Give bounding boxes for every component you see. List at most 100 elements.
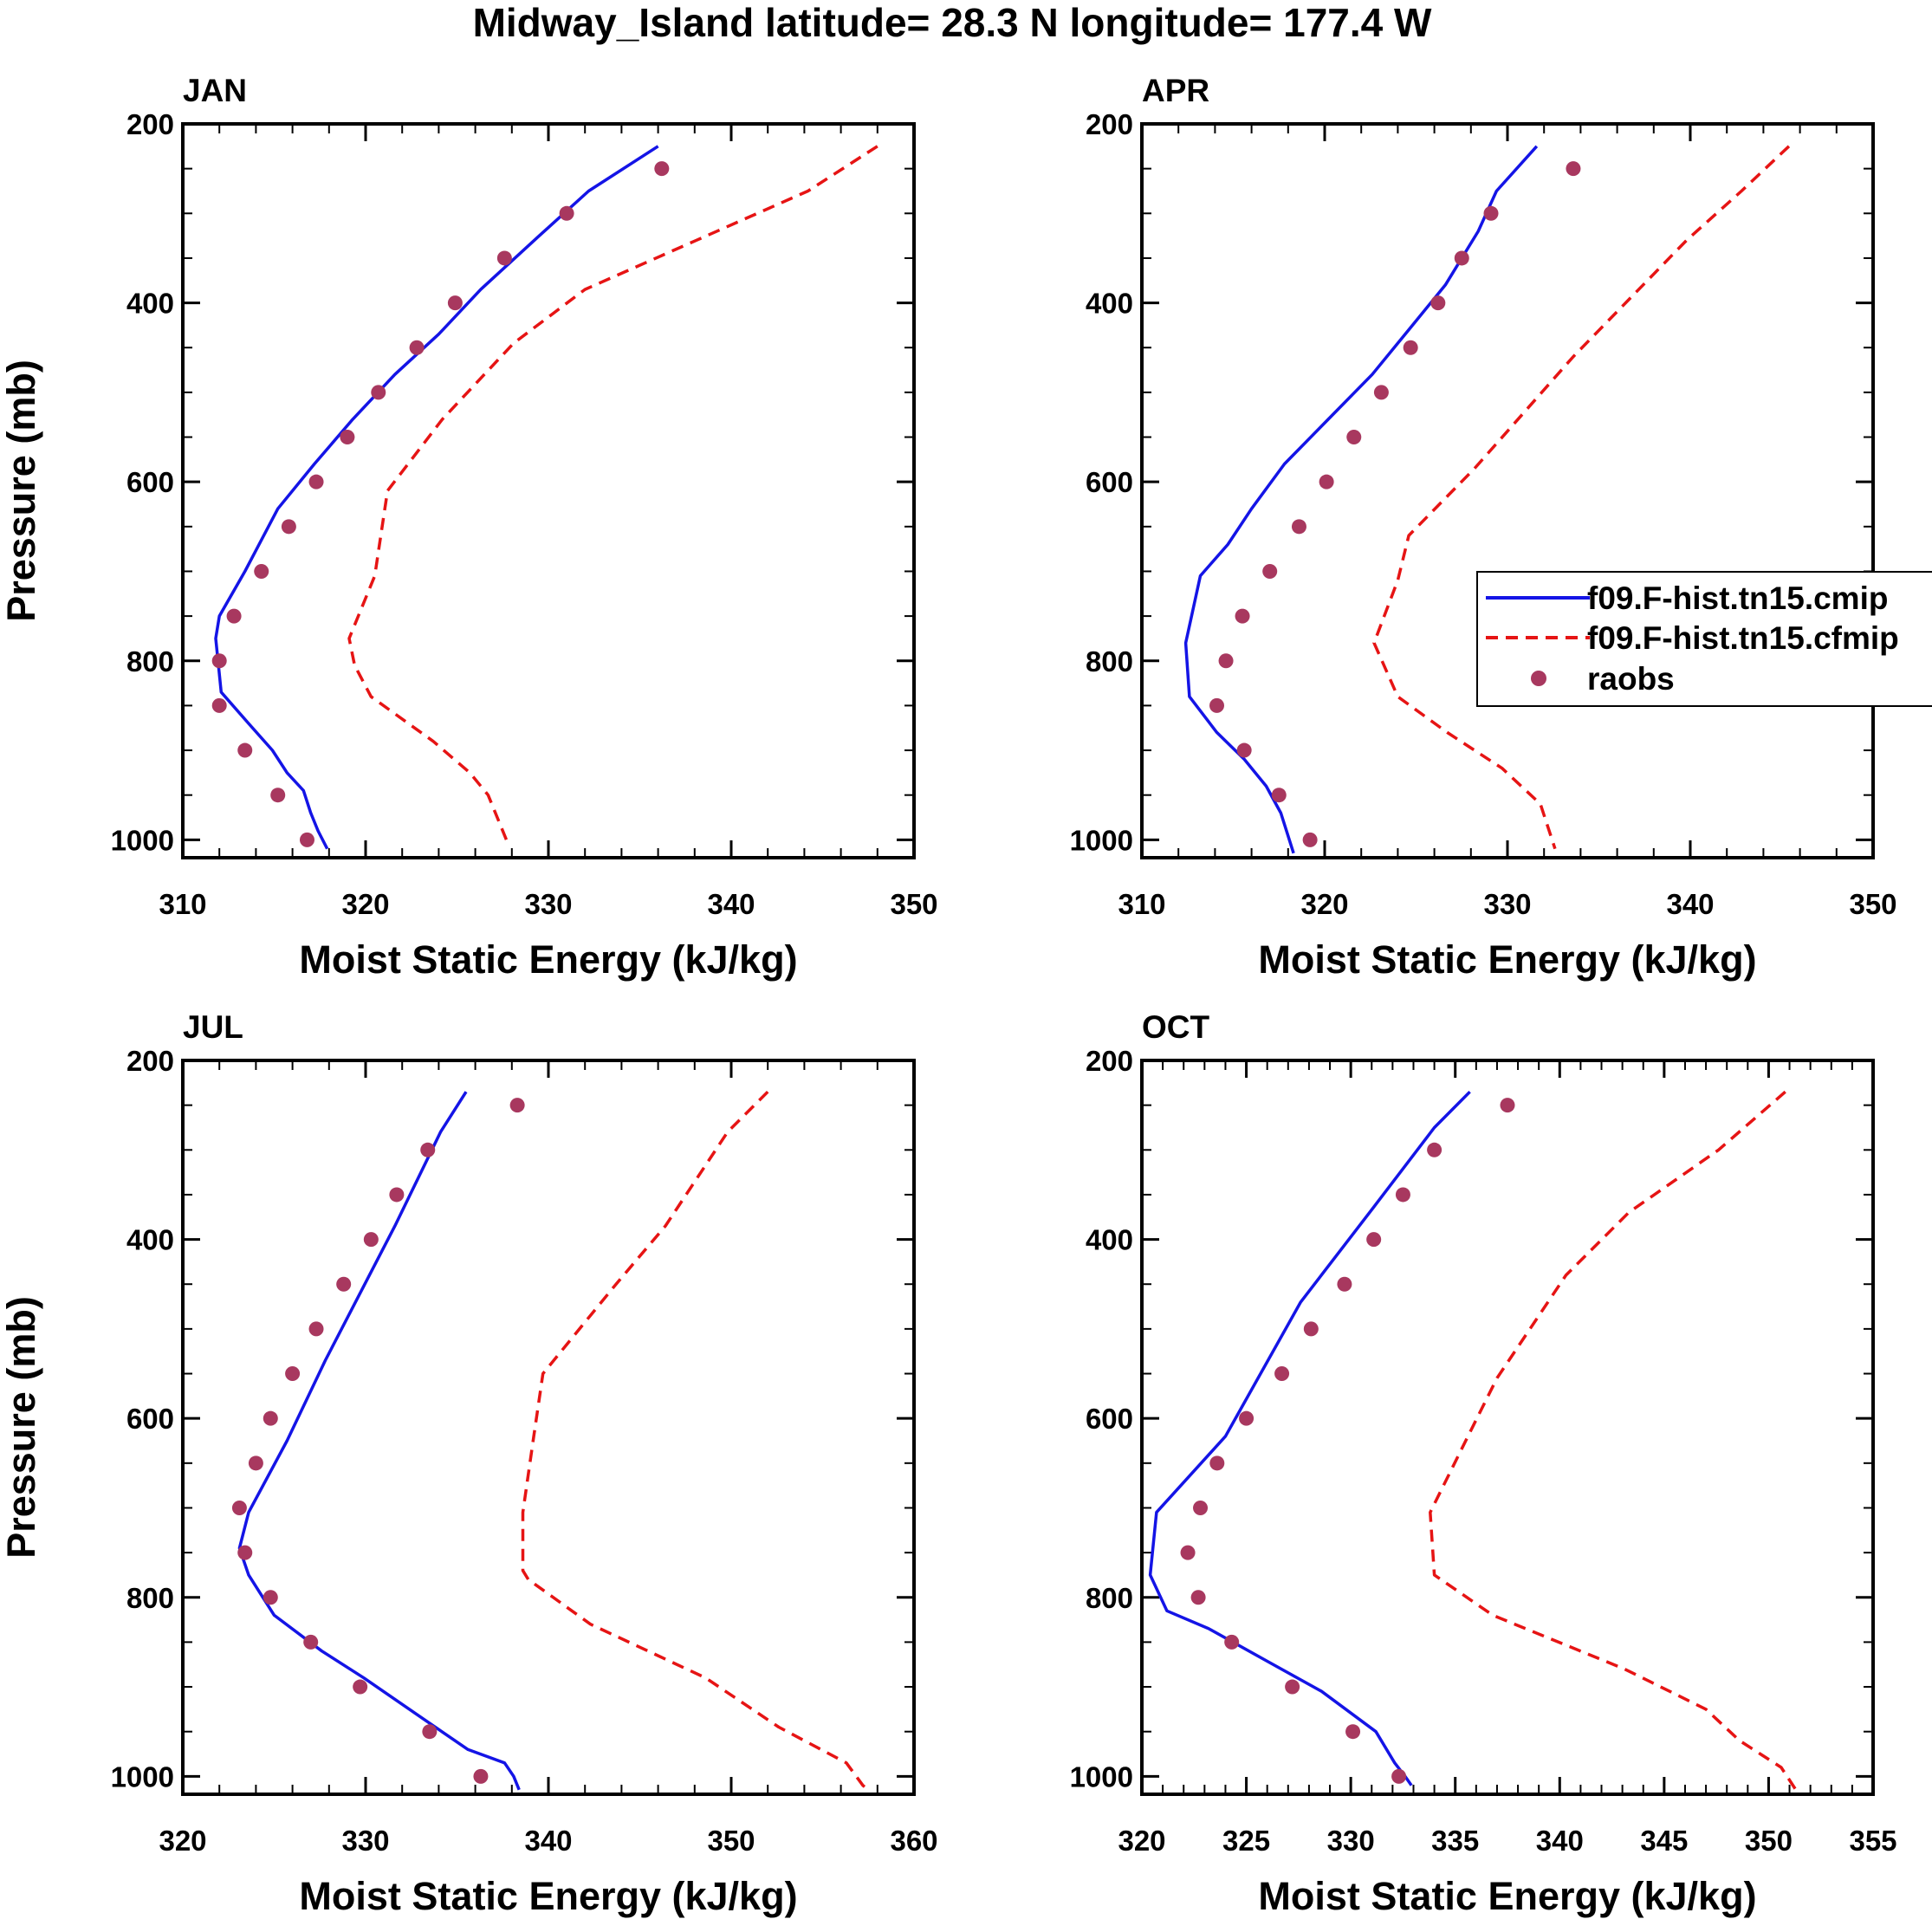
y-tick-label-jul: 800: [126, 1582, 174, 1614]
x-tick-label-oct: 355: [1849, 1825, 1896, 1857]
raobs-point-jan: [496, 250, 512, 266]
cfmip-line-oct: [1429, 1090, 1798, 1791]
raobs-point-oct: [1395, 1187, 1410, 1203]
raobs-point-jul: [389, 1187, 405, 1203]
cmip-line-jul: [237, 1091, 521, 1791]
raobs-point-jan: [211, 697, 227, 713]
raobs-point-jul: [353, 1679, 368, 1695]
x-tick-label-jul: 330: [341, 1825, 389, 1857]
raobs-point-jan: [211, 653, 227, 669]
raobs-point-oct: [1337, 1276, 1352, 1292]
panel-label-jan: JAN: [183, 73, 247, 108]
raobs-point-apr: [1373, 385, 1389, 400]
x-axis-label-oct: Moist Static Energy (kJ/kg): [1258, 1874, 1756, 1918]
x-tick-label-oct: 325: [1222, 1825, 1270, 1857]
y-tick-label-oct: 800: [1086, 1582, 1133, 1614]
raobs-point-jan: [409, 340, 425, 355]
raobs-point-apr: [1566, 161, 1581, 177]
raobs-point-jan: [270, 788, 286, 803]
raobs-point-jul: [422, 1724, 438, 1740]
raobs-point-jul: [248, 1455, 263, 1471]
raobs-point-apr: [1346, 430, 1362, 445]
y-axis-label-jul: Pressure (mb): [0, 1296, 43, 1559]
figure-title: Midway_Island latitude= 28.3 N longitude…: [473, 0, 1432, 45]
y-tick-label-jan: 400: [126, 288, 174, 320]
x-tick-label-jul: 340: [524, 1825, 572, 1857]
raobs-point-apr: [1454, 250, 1469, 266]
cfmip-line-apr: [1372, 145, 1791, 850]
x-tick-label-jul: 360: [890, 1825, 937, 1857]
panel-apr: APR 310 320 330 340 350 200 400 600 800 1000 Moist…: [1070, 73, 1897, 982]
cfmip-line-jul: [521, 1090, 870, 1792]
legend: f09.F-hist.tn15.cmip f09.F-hist.tn15.cfm…: [1476, 571, 1932, 707]
legend-box: [1476, 571, 1932, 707]
y-tick-label-jan: 800: [126, 645, 174, 677]
x-tick-label-apr: 340: [1666, 888, 1714, 920]
panel-label-oct: OCT: [1142, 1009, 1210, 1045]
x-tick-label-oct: 320: [1118, 1825, 1165, 1857]
legend-label-raobs: raobs: [1587, 661, 1675, 697]
x-axis-label-jan: Moist Static Energy (kJ/kg): [299, 937, 797, 982]
legend-label-cfmip: f09.F-hist.tn15.cfmip: [1587, 620, 1899, 656]
raobs-point-jul: [363, 1232, 379, 1248]
raobs-point-oct: [1500, 1098, 1515, 1113]
panel-jul: JUL 320 330 340 350 360 200 400 600 800 1000 Moist…: [0, 1009, 938, 1918]
raobs-point-oct: [1391, 1768, 1407, 1784]
raobs-point-oct: [1180, 1545, 1196, 1560]
raobs-point-apr: [1483, 205, 1499, 221]
x-tick-label-oct: 350: [1745, 1825, 1793, 1857]
cmip-line-apr: [1183, 145, 1539, 854]
raobs-point-jul: [308, 1321, 324, 1337]
cmip-line-jan: [214, 145, 659, 850]
raobs-point-jan: [447, 295, 463, 311]
raobs-point-jul: [285, 1366, 301, 1382]
raobs-point-jul: [263, 1590, 278, 1605]
raobs-point-jan: [559, 205, 574, 221]
raobs-point-apr: [1403, 340, 1418, 355]
x-axis-label-apr: Moist Static Energy (kJ/kg): [1258, 937, 1756, 982]
x-tick-label-jan: 320: [341, 888, 389, 920]
x-tick-label-apr: 320: [1300, 888, 1348, 920]
x-tick-label-apr: 310: [1118, 888, 1165, 920]
x-tick-label-jan: 330: [524, 888, 572, 920]
raobs-point-jan: [254, 563, 269, 579]
panel-oct: OCT 320 325 330 335 340 345 350 355 200 400 600 800…: [1070, 1009, 1897, 1918]
y-tick-label-apr: 1000: [1070, 824, 1133, 856]
y-tick-label-jan: 600: [126, 466, 174, 498]
raobs-point-jan: [299, 832, 314, 847]
x-tick-label-oct: 330: [1327, 1825, 1375, 1857]
x-tick-label-jan: 310: [159, 888, 206, 920]
raobs-point-apr: [1209, 697, 1225, 713]
y-tick-label-apr: 200: [1086, 108, 1133, 140]
y-tick-label-jul: 1000: [111, 1760, 174, 1793]
x-tick-label-oct: 340: [1536, 1825, 1584, 1857]
raobs-point-jan: [371, 385, 386, 400]
raobs-point-jul: [473, 1768, 489, 1784]
x-tick-label-jan: 350: [890, 888, 937, 920]
y-tick-label-jul: 200: [126, 1045, 174, 1077]
raobs-point-jul: [420, 1142, 436, 1157]
x-tick-label-oct: 335: [1431, 1825, 1479, 1857]
y-tick-label-jan: 200: [126, 108, 174, 140]
raobs-point-apr: [1271, 788, 1287, 803]
raobs-point-jul: [263, 1410, 278, 1426]
raobs-point-apr: [1262, 563, 1278, 579]
x-tick-label-apr: 350: [1849, 888, 1896, 920]
raobs-point-oct: [1190, 1590, 1206, 1605]
y-tick-label-jul: 400: [126, 1224, 174, 1256]
raobs-point-jan: [281, 519, 296, 535]
raobs-point-apr: [1291, 519, 1306, 535]
raobs-point-jul: [509, 1098, 525, 1113]
raobs-point-apr: [1235, 608, 1250, 624]
y-tick-label-jan: 1000: [111, 824, 174, 856]
y-tick-label-oct: 200: [1086, 1045, 1133, 1077]
plot-frame-oct: [1140, 1059, 1875, 1796]
y-tick-label-jul: 600: [126, 1403, 174, 1435]
x-tick-label-jan: 340: [707, 888, 755, 920]
raobs-point-jul: [336, 1276, 352, 1292]
cmip-line-oct: [1148, 1090, 1471, 1786]
raobs-point-oct: [1427, 1142, 1443, 1157]
raobs-point-apr: [1430, 295, 1446, 311]
raobs-point-oct: [1193, 1500, 1209, 1515]
